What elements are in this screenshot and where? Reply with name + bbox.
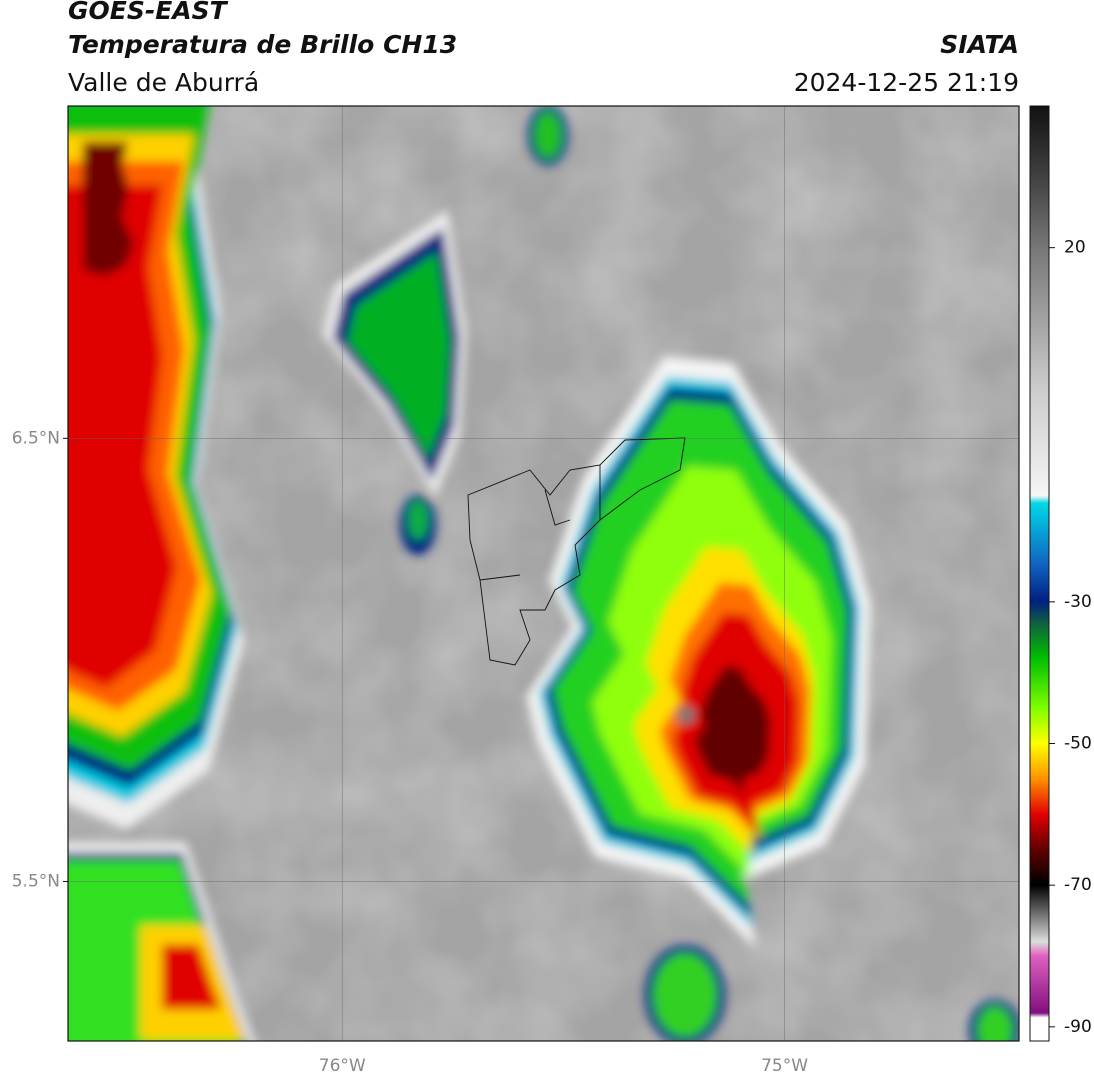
subtitle: Temperatura de Brillo CH13 [68, 30, 457, 59]
y-tick-label: 6.5°N [12, 428, 60, 448]
region: Valle de Aburrá [68, 68, 259, 97]
colorbar-tick-label: -90 [1064, 1017, 1092, 1037]
colorbar-tick-label: -30 [1064, 592, 1092, 612]
colorbar-tick-label: 20 [1064, 238, 1086, 258]
colorbar [1029, 105, 1050, 1042]
title: GOES-EAST [68, 0, 229, 25]
x-tick-label: 75°W [761, 1056, 808, 1076]
colorbar-tick-label: -70 [1064, 875, 1092, 895]
y-tick-label: 5.5°N [12, 871, 60, 891]
source: SIATA [940, 30, 1019, 59]
municipal-boundaries [467, 437, 686, 666]
x-tick-label: 76°W [319, 1056, 366, 1076]
colorbar-tick-label: -50 [1064, 734, 1092, 754]
map-frame [67, 105, 1020, 1042]
satellite-image [68, 106, 1019, 1041]
timestamp: 2024-12-25 21:19 [794, 68, 1019, 97]
